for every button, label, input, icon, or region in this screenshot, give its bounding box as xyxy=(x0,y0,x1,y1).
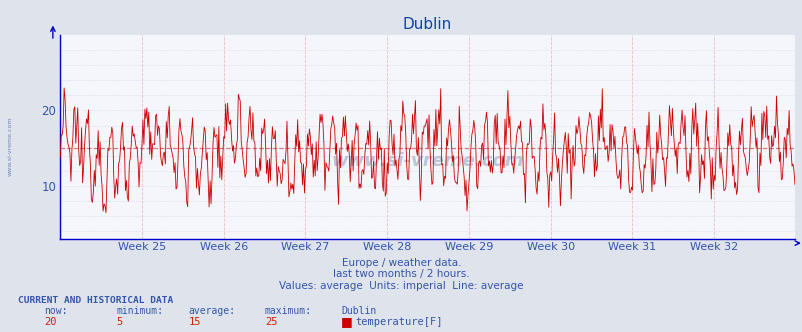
Text: 20: 20 xyxy=(44,317,57,327)
Text: www.si-vreme.com: www.si-vreme.com xyxy=(331,152,523,170)
Text: temperature[F]: temperature[F] xyxy=(355,317,443,327)
Text: 25: 25 xyxy=(265,317,277,327)
Text: minimum:: minimum: xyxy=(116,306,164,316)
Text: average:: average: xyxy=(188,306,236,316)
Text: ■: ■ xyxy=(341,315,353,328)
Text: now:: now: xyxy=(44,306,67,316)
Text: 5: 5 xyxy=(116,317,123,327)
Text: Dublin: Dublin xyxy=(341,306,376,316)
Text: Europe / weather data.: Europe / weather data. xyxy=(342,258,460,268)
Text: last two months / 2 hours.: last two months / 2 hours. xyxy=(333,269,469,279)
Title: Dublin: Dublin xyxy=(403,17,452,32)
Text: www.si-vreme.com: www.si-vreme.com xyxy=(8,116,13,176)
Text: CURRENT AND HISTORICAL DATA: CURRENT AND HISTORICAL DATA xyxy=(18,296,172,305)
Text: 15: 15 xyxy=(188,317,201,327)
Text: maximum:: maximum: xyxy=(265,306,312,316)
Text: Values: average  Units: imperial  Line: average: Values: average Units: imperial Line: av… xyxy=(279,281,523,291)
